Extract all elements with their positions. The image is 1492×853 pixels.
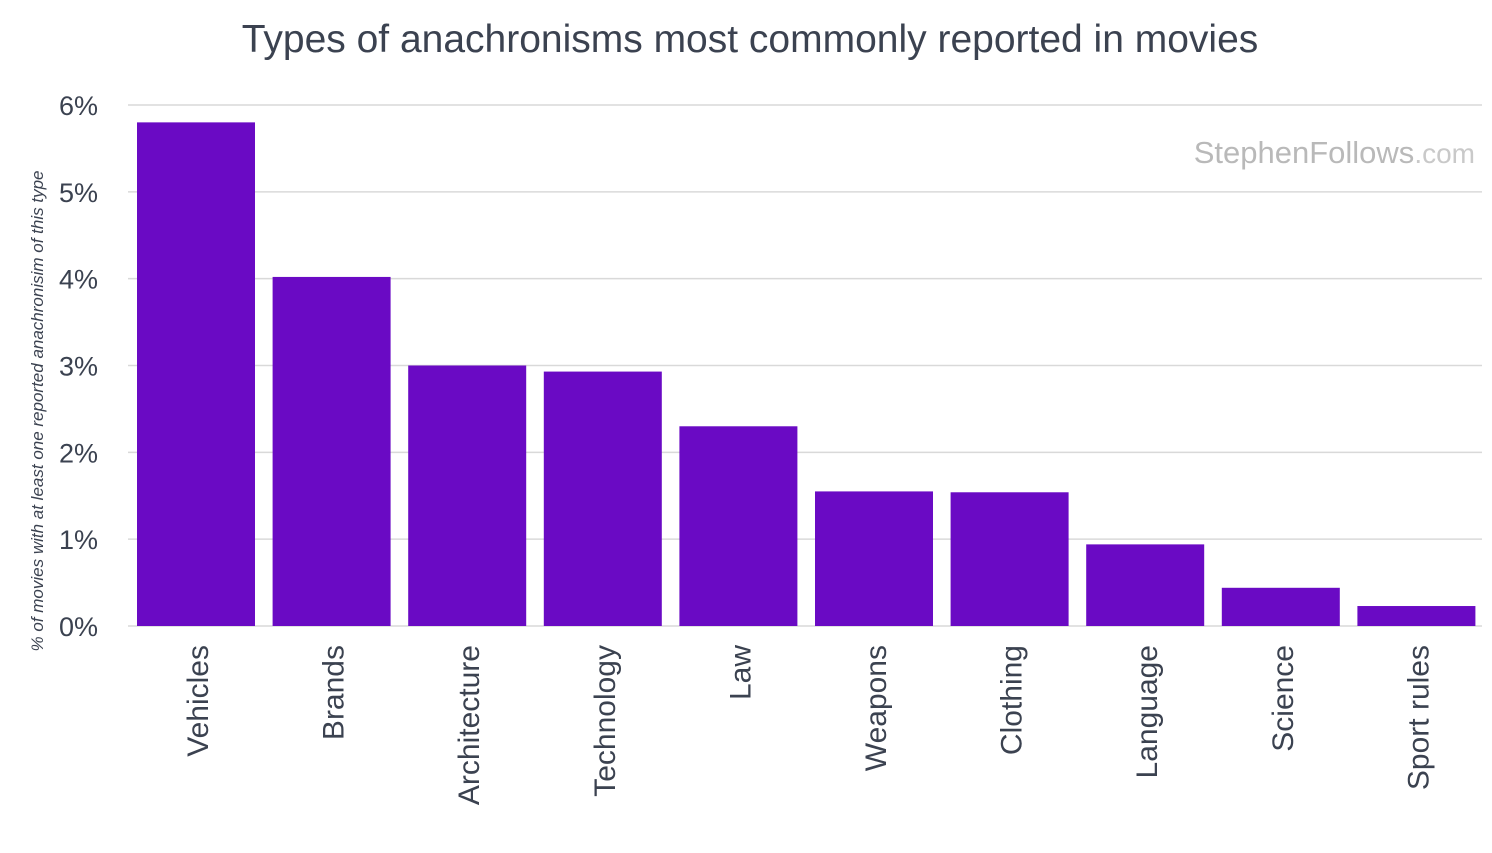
x-tick-label: Science	[1267, 645, 1300, 752]
x-tick-labels: Vehicles Brands Architecture Technology Law W…	[182, 645, 1435, 805]
y-tick-label: 0%	[59, 612, 98, 642]
y-tick-label: 4%	[59, 265, 98, 295]
y-tick-label: 5%	[59, 178, 98, 208]
bar-law	[679, 426, 798, 626]
bar-technology	[543, 371, 662, 626]
x-tick-label: Technology	[589, 645, 622, 797]
y-tick-label: 2%	[59, 438, 98, 468]
bar-science	[1221, 587, 1340, 626]
bar-clothing	[950, 492, 1069, 626]
y-tick-label: 1%	[59, 525, 98, 555]
chart-title: Types of anachronisms most commonly repo…	[242, 18, 1259, 61]
bar-architecture	[408, 365, 527, 626]
y-tick-label: 3%	[59, 352, 98, 382]
x-tick-label: Law	[724, 645, 757, 700]
watermark-suffix: .com	[1414, 138, 1475, 169]
y-tick-labels: 0% 1% 2% 3% 4% 5% 6%	[59, 91, 98, 642]
x-tick-label: Brands	[318, 645, 351, 740]
y-tick-label: 6%	[59, 91, 98, 121]
x-tick-label: Sport rules	[1402, 645, 1435, 790]
bar-sport-rules	[1357, 606, 1476, 626]
bar-brands	[272, 276, 391, 626]
watermark-brand: StephenFollows	[1194, 135, 1415, 170]
bar-vehicles	[137, 122, 255, 626]
y-axis-label: % of movies with at least one reported a…	[28, 171, 47, 652]
bar-language	[1086, 544, 1205, 626]
watermark: StephenFollows.com	[1194, 135, 1475, 170]
x-tick-label: Vehicles	[182, 645, 215, 757]
bar-weapons	[815, 491, 933, 626]
bars	[137, 122, 1476, 626]
x-tick-label: Weapons	[860, 645, 893, 771]
x-tick-label: Architecture	[453, 645, 486, 805]
x-tick-label: Clothing	[996, 645, 1029, 755]
x-tick-label: Language	[1131, 645, 1164, 778]
